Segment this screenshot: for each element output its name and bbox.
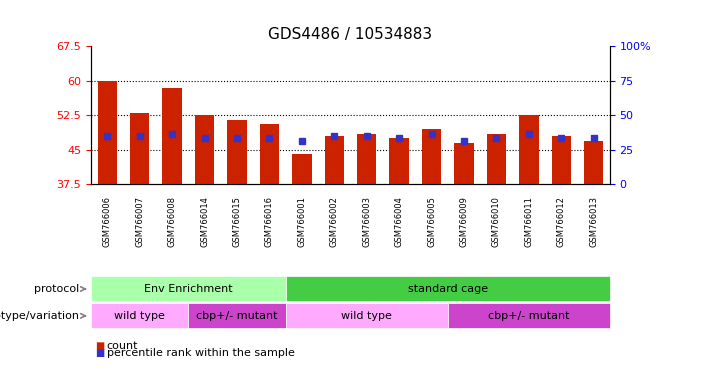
Bar (325, 136, 344, 184)
Text: count: count (107, 341, 138, 351)
Bar (552, 136, 571, 184)
Bar (390, 138, 409, 184)
Text: standard cage: standard cage (408, 284, 488, 294)
Text: GSM766012: GSM766012 (557, 196, 566, 247)
Bar (454, 143, 474, 184)
Text: GSM766010: GSM766010 (492, 196, 501, 247)
Text: GSM766003: GSM766003 (362, 196, 372, 247)
Text: wild type: wild type (114, 311, 165, 321)
Bar (486, 134, 506, 184)
Text: cbp+/- mutant: cbp+/- mutant (196, 311, 278, 321)
Text: wild type: wild type (341, 311, 392, 321)
Text: GSM766008: GSM766008 (168, 196, 177, 247)
Text: GSM766014: GSM766014 (200, 196, 209, 247)
Text: Env Enrichment: Env Enrichment (144, 284, 233, 294)
Text: GSM766011: GSM766011 (524, 196, 533, 247)
Bar (260, 124, 279, 184)
Text: GSM766006: GSM766006 (103, 196, 112, 247)
Text: GSM766009: GSM766009 (459, 196, 468, 247)
Text: GSM766001: GSM766001 (297, 196, 306, 247)
Text: percentile rank within the sample: percentile rank within the sample (107, 348, 294, 358)
Text: genotype/variation: genotype/variation (0, 311, 79, 321)
Text: GDS4486 / 10534883: GDS4486 / 10534883 (268, 27, 433, 42)
Bar (227, 120, 247, 184)
Text: ■: ■ (95, 341, 104, 351)
Bar (195, 115, 215, 184)
Bar (422, 129, 442, 184)
Bar (519, 115, 538, 184)
Text: GSM766002: GSM766002 (329, 196, 339, 247)
Text: GSM766013: GSM766013 (589, 196, 598, 247)
Text: GSM766004: GSM766004 (395, 196, 404, 247)
Bar (357, 134, 376, 184)
Bar (292, 154, 311, 184)
Text: GSM766015: GSM766015 (233, 196, 242, 247)
Bar (130, 113, 149, 184)
Text: GSM766016: GSM766016 (265, 196, 274, 247)
Text: ■: ■ (95, 348, 104, 358)
Text: GSM766005: GSM766005 (427, 196, 436, 247)
Text: protocol: protocol (34, 284, 79, 294)
Bar (584, 141, 604, 184)
Text: GSM766007: GSM766007 (135, 196, 144, 247)
Text: cbp+/- mutant: cbp+/- mutant (488, 311, 570, 321)
Bar (97, 81, 117, 184)
Bar (163, 88, 182, 184)
